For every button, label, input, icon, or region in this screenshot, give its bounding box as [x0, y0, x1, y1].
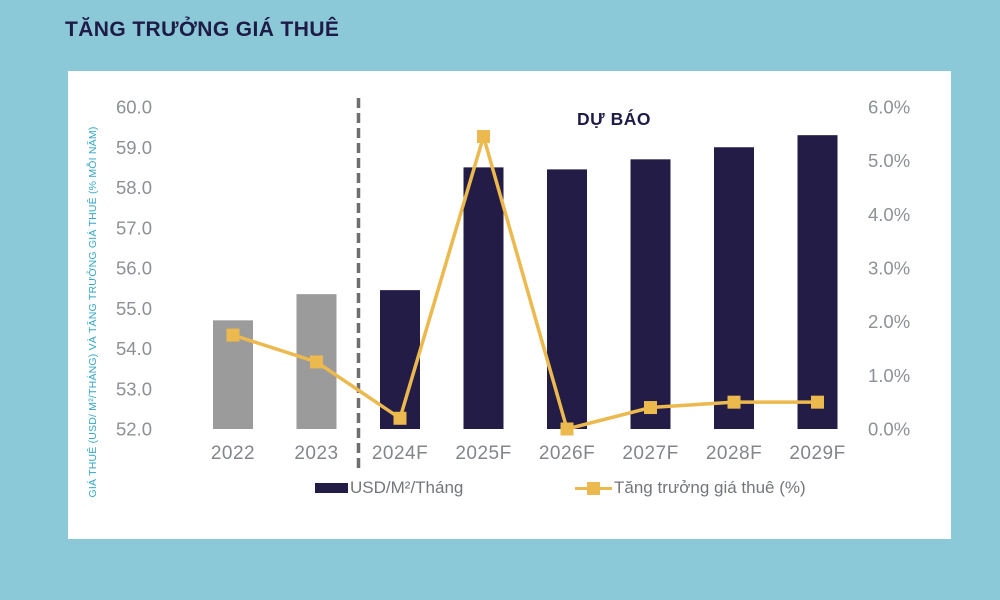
bar-swatch-icon: [315, 483, 348, 493]
chart-panel: GIÁ THUÊ (USD/ M²/THÁNG) VÀ TĂNG TRƯỞNG …: [68, 71, 951, 539]
bar-2024F: [380, 290, 420, 429]
x-axis-label-2028F: 2028F: [706, 443, 762, 464]
left-axis-tick: 60.0: [116, 97, 152, 118]
bar-2029F: [797, 135, 838, 430]
bar-2025F: [463, 167, 504, 429]
right-axis-tick: 6.0%: [868, 97, 910, 118]
left-axis-tick: 52.0: [116, 419, 152, 440]
marker-2026F: [560, 422, 574, 436]
plot-area: 60.0 59.0 58.0 57.0 56.0 55.0 54.0 53.0 52.0 6.0%…: [116, 97, 910, 470]
legend-item-bars: USD/M²/Tháng: [315, 478, 463, 498]
marker-2022: [226, 328, 240, 342]
x-axis-label-2025F: 2025F: [455, 443, 511, 464]
right-axis-tick: 3.0%: [868, 258, 910, 279]
x-axis-label-2023: 2023: [294, 443, 338, 464]
left-axis-tick: 54.0: [116, 338, 152, 359]
marker-2024F: [393, 411, 407, 425]
x-axis-label-2022: 2022: [211, 443, 255, 464]
left-axis-tick: 58.0: [116, 177, 152, 198]
legend-line-label: Tăng trưởng giá thuê (%): [614, 478, 806, 497]
left-axis-tick: 56.0: [116, 258, 152, 279]
growth-line: [232, 130, 818, 432]
right-axis-tick: 4.0%: [868, 204, 910, 225]
left-axis-tick: 59.0: [116, 137, 152, 158]
forecast-label: DỰ BÁO: [577, 109, 651, 129]
marker-2025F: [477, 130, 490, 144]
x-axis-label-2024F: 2024F: [372, 443, 428, 464]
line-marker-swatch-icon: [575, 481, 612, 495]
right-axis-tick: 2.0%: [868, 311, 910, 332]
marker-2027F: [644, 401, 657, 415]
x-axis-label-2029F: 2029F: [789, 443, 845, 464]
bar-2026F: [547, 169, 587, 429]
legend-item-line: Tăng trưởng giá thuê (%): [575, 478, 806, 498]
marker-2023: [310, 355, 323, 369]
left-axis-tick: 55.0: [116, 298, 152, 319]
marker-2028F: [727, 395, 741, 409]
right-axis-tick: 1.0%: [868, 365, 910, 386]
bar-2028F: [714, 147, 754, 429]
bar-2027F: [630, 159, 671, 429]
left-axis-tick: 53.0: [116, 378, 152, 399]
right-axis-tick: 0.0%: [868, 419, 910, 440]
right-axis-tick: 5.0%: [868, 150, 910, 171]
chart-title: TĂNG TRƯỞNG GIÁ THUÊ: [65, 18, 340, 41]
legend-bar-label: USD/M²/Tháng: [350, 478, 464, 497]
marker-2029F: [811, 395, 824, 409]
left-axis-tick: 57.0: [116, 217, 152, 238]
x-axis-label-2027F: 2027F: [622, 443, 678, 464]
x-axis-label-2026F: 2026F: [539, 443, 595, 464]
